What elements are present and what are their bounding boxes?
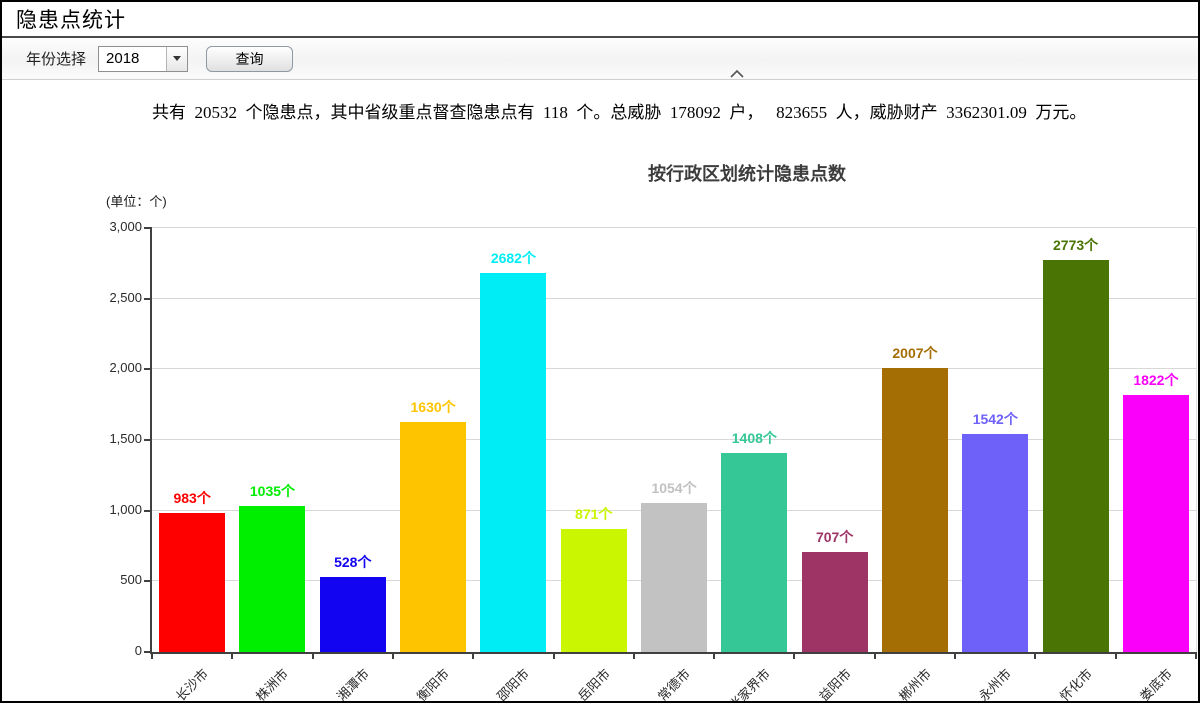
bar-邵阳市[interactable] [480,272,547,652]
bar-slot: 1822个 娄底市 [1116,228,1196,701]
bar-value-label: 2682个 [490,249,536,266]
y-axis-tick [144,439,152,441]
bar-slot: 2773个 怀化市 [1035,228,1115,701]
chart-title: 按行政区划统计隐患点数 [648,164,846,184]
bar-张家界市[interactable] [721,453,788,652]
bar-slot: 871个 岳阳市 [554,228,634,701]
bar-slot: 2007个 郴州市 [875,228,955,701]
bar-衡阳市[interactable] [400,421,467,652]
bar-郴州市[interactable] [881,368,948,652]
y-axis-tick [144,651,152,653]
x-axis-tick [311,652,314,659]
bar-slot: 1408个 张家界市 [714,228,794,701]
collapse-panel-handle[interactable] [728,67,746,79]
year-select-label: 年份选择 [26,52,87,68]
chevron-up-icon [730,69,744,78]
dropdown-arrow-button[interactable] [166,46,188,71]
title-bar: 隐患点统计 [2,2,1198,38]
bar-娄底市[interactable] [1122,394,1189,652]
gridline [152,297,1196,299]
bar-slot: 1054个 常德市 [634,228,714,701]
y-axis-tick [144,368,152,371]
bar-value-label: 1054个 [651,480,697,497]
x-axis-tick [793,652,796,659]
bar-岳阳市[interactable] [560,528,627,652]
bars-container: 983个 长沙市 1035个 株洲市 528个 湘潭市 1630个 衡阳市 2682个 邵阳市 87… [152,228,1196,701]
x-axis-tick [472,652,475,659]
bar-value-label: 528个 [334,554,372,571]
query-button[interactable]: 查询 [206,45,294,72]
bar-益阳市[interactable] [801,552,868,652]
gridline [152,439,1196,440]
gridline [152,227,1196,228]
bar-value-label: 871个 [575,505,613,522]
y-axis-tick [144,509,152,512]
bar-value-label: 1035个 [249,482,296,499]
bar-value-label: 2007个 [892,345,938,362]
y-axis-unit-label: (单位：个) [106,194,167,209]
bar-slot: 707个 益阳市 [795,228,875,701]
x-axis-tick [552,652,555,659]
y-axis-tick-label: 1,000 [109,501,142,517]
x-axis-tick [632,652,635,659]
x-axis-tick [954,652,957,659]
bar-value-label: 1542个 [972,411,1018,428]
y-axis-tick-label: 1,500 [109,431,142,446]
x-axis-tick [873,652,876,659]
bar-value-label: 1408个 [731,430,777,447]
x-axis-tick [1034,652,1037,659]
x-axis-tick [713,652,716,659]
y-axis-tick-label: 2,000 [109,360,142,376]
bar-永州市[interactable] [962,434,1029,652]
x-axis-tick [151,652,153,659]
bar-slot: 983个 长沙市 [152,228,232,701]
y-axis-tick [144,297,152,300]
year-select[interactable]: 2018 [98,45,189,72]
caret-down-icon [173,56,182,61]
y-axis-tick-label: 2,500 [109,289,142,305]
gridline [152,368,1196,370]
summary-text: 共有 20532 个隐患点，其中省级重点督查隐患点有 118 个。总威胁 178… [152,103,1087,122]
bar-value-label: 1822个 [1133,371,1179,388]
bar-湘潭市[interactable] [319,577,386,652]
bar-value-label: 1630个 [410,398,456,415]
bar-value-label: 707个 [815,529,854,546]
y-axis-tick-label: 3,000 [109,219,142,234]
bar-长沙市[interactable] [159,513,226,652]
bar-slot: 2682个 邵阳市 [473,228,553,701]
x-axis-tick [391,652,394,659]
y-axis-tick [144,580,152,583]
bar-value-label: 983个 [173,490,211,507]
x-axis-tick [231,652,234,659]
bar-slot: 528个 湘潭市 [313,228,393,701]
x-axis-tick [1195,652,1197,659]
bar-株洲市[interactable] [239,505,306,652]
year-select-value: 2018 [106,49,140,67]
bar-slot: 1542个 永州市 [955,228,1035,701]
bar-slot: 1630个 衡阳市 [393,228,473,701]
x-axis-tick [1114,652,1117,659]
bar-slot: 1035个 株洲市 [232,228,312,701]
page-title: 隐患点统计 [16,9,126,32]
bar-chart: 按行政区划统计隐患点数 (单位：个) 0 500 1,000 1,500 2,000 2,… [2,124,1198,701]
bar-value-label: 2773个 [1053,237,1099,254]
y-axis-tick-label: 0 [134,643,142,658]
y-axis-tick [144,227,152,229]
bar-常德市[interactable] [641,503,708,652]
filter-bar: 年份选择 2018 查询 [2,38,1198,80]
y-axis-tick-label: 500 [120,572,142,588]
plot-area: 0 500 1,000 1,500 2,000 2,500 3,000 983个 长沙市 1035… [109,219,1197,701]
bar-怀化市[interactable] [1042,260,1109,652]
